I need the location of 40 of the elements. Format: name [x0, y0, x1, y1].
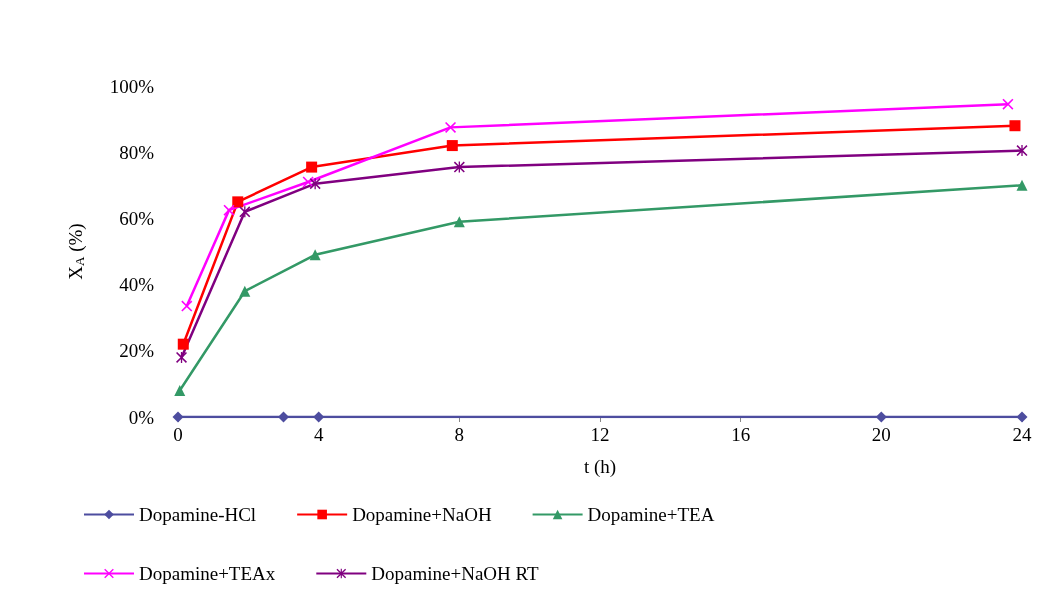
- legend-label: Dopamine+TEA: [587, 504, 715, 525]
- y-tick-label: 100%: [109, 75, 155, 97]
- legend-label: Dopamine-HCl: [139, 504, 257, 525]
- x-tick-label: 16: [731, 424, 751, 445]
- point: [446, 140, 458, 152]
- point: [181, 300, 193, 312]
- y-tick-label: 60%: [119, 207, 155, 229]
- x-tick-label: 20: [871, 424, 891, 445]
- point: [177, 338, 189, 350]
- point: [176, 351, 188, 363]
- point: [239, 285, 251, 297]
- y-tick-label: 80%: [119, 141, 155, 163]
- point: [1002, 98, 1014, 110]
- x-tick-label: 24: [1012, 424, 1032, 445]
- legend-label: Dopamine+NaOH RT: [371, 563, 540, 584]
- point: [445, 121, 457, 133]
- point: [239, 206, 251, 218]
- x-tick-label: 12: [590, 424, 610, 445]
- point: [1009, 120, 1021, 132]
- point: [453, 216, 465, 228]
- point: [223, 204, 235, 216]
- point: [1016, 411, 1028, 423]
- x-axis-title: t (h): [583, 456, 617, 478]
- legend-label: Dopamine+NaOH: [352, 504, 492, 525]
- point: [1016, 145, 1028, 157]
- y-tick-label: 0%: [128, 406, 155, 428]
- legend-label: Dopamine+TEAx: [139, 563, 276, 584]
- x-tick-label: 0: [173, 424, 183, 445]
- y-tick-label: 40%: [119, 274, 155, 296]
- point: [306, 161, 318, 173]
- x-tick-label: 4: [313, 424, 324, 445]
- point: [1016, 179, 1028, 191]
- point: [309, 178, 321, 190]
- point: [309, 249, 321, 261]
- point: [174, 385, 186, 397]
- y-tick-label: 20%: [119, 340, 155, 362]
- point: [172, 411, 184, 423]
- x-tick-label: 8: [454, 424, 465, 445]
- point: [232, 196, 244, 208]
- point: [278, 411, 289, 423]
